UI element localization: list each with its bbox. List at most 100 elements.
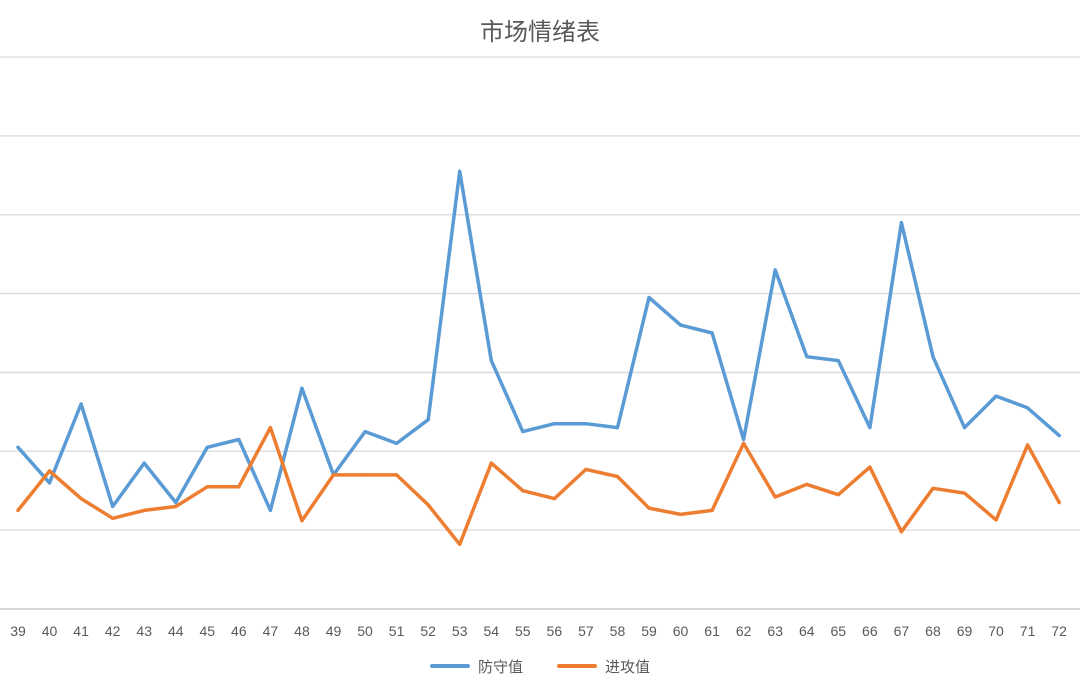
data-point xyxy=(205,485,209,489)
series-lines xyxy=(16,169,1061,547)
data-point xyxy=(868,426,872,430)
data-point xyxy=(742,437,746,442)
x-tick-label: 54 xyxy=(483,623,499,639)
data-point xyxy=(1057,500,1061,505)
data-point xyxy=(647,295,651,300)
data-point xyxy=(174,504,178,509)
data-point xyxy=(868,465,872,469)
x-tick-label: 52 xyxy=(420,623,436,639)
data-point xyxy=(1057,433,1061,438)
data-point xyxy=(16,445,20,449)
data-point xyxy=(426,503,430,507)
data-point xyxy=(1026,406,1030,410)
data-point xyxy=(899,530,904,534)
data-point xyxy=(710,508,714,513)
data-point xyxy=(615,426,620,430)
x-tick-label: 56 xyxy=(547,623,563,639)
x-tick-label: 53 xyxy=(452,623,468,639)
data-point xyxy=(142,461,146,465)
x-tick-label: 57 xyxy=(578,623,594,639)
x-tick-label: 39 xyxy=(10,623,26,639)
data-point xyxy=(111,516,115,520)
series-line-2 xyxy=(16,425,1061,547)
data-point xyxy=(489,461,493,465)
x-tick-label: 42 xyxy=(105,623,121,639)
data-point xyxy=(268,426,272,430)
data-point xyxy=(205,445,209,449)
data-point xyxy=(994,394,998,398)
data-point xyxy=(647,506,651,510)
data-point xyxy=(237,485,241,489)
legend-label: 进攻值 xyxy=(605,657,651,676)
x-tick-label: 47 xyxy=(263,623,279,639)
data-point xyxy=(174,500,178,505)
data-point xyxy=(521,429,525,434)
data-point xyxy=(899,221,904,225)
data-point xyxy=(1026,443,1030,447)
chart-title: 市场情绪表 xyxy=(480,18,600,46)
data-point xyxy=(395,473,399,477)
x-tick-label: 66 xyxy=(862,623,878,639)
data-point xyxy=(994,518,998,522)
x-tick-label: 51 xyxy=(389,623,405,639)
x-tick-label: 41 xyxy=(73,623,89,639)
legend-swatch xyxy=(429,664,470,668)
data-point xyxy=(836,359,840,363)
data-point xyxy=(521,489,525,493)
data-point xyxy=(16,508,20,513)
data-point xyxy=(300,386,304,390)
x-tick-label: 65 xyxy=(831,623,847,639)
data-point xyxy=(237,437,241,442)
x-tick-label: 55 xyxy=(515,623,531,639)
x-tick-label: 72 xyxy=(1051,623,1067,639)
x-tick-label: 68 xyxy=(925,623,941,639)
data-point xyxy=(805,482,809,487)
data-point xyxy=(836,493,840,497)
data-point xyxy=(363,473,367,477)
x-tick-label: 64 xyxy=(799,623,815,639)
data-point xyxy=(773,495,777,499)
data-point xyxy=(805,355,809,359)
data-point xyxy=(331,473,336,477)
x-tick-label: 43 xyxy=(136,623,152,639)
data-point xyxy=(678,323,683,327)
x-tick-label: 60 xyxy=(673,623,689,639)
x-tick-label: 50 xyxy=(357,623,373,639)
data-point xyxy=(47,469,52,473)
series-line-1 xyxy=(16,169,1061,513)
data-point xyxy=(363,429,367,434)
x-tick-label: 48 xyxy=(294,623,310,639)
x-tick-label: 61 xyxy=(704,623,720,639)
legend-item-2: 进攻值 xyxy=(557,656,650,677)
data-point xyxy=(615,474,620,479)
gridlines xyxy=(0,56,1080,610)
data-point xyxy=(962,491,967,495)
data-point xyxy=(742,441,746,445)
x-tick-label: 40 xyxy=(42,623,58,639)
data-point xyxy=(268,508,272,513)
data-point xyxy=(142,508,146,513)
data-point xyxy=(300,519,304,523)
x-axis-ticks: 39 40 41 42 43 44 45 46 47 48 49 50 51 52 53 54 55 56 57 58… xyxy=(10,623,1067,639)
data-point xyxy=(678,512,683,516)
data-point xyxy=(931,355,935,359)
x-tick-label: 70 xyxy=(988,623,1004,639)
x-tick-label: 63 xyxy=(767,623,783,639)
data-point xyxy=(962,426,967,430)
data-point xyxy=(552,497,556,501)
x-tick-label: 46 xyxy=(231,623,247,639)
data-point xyxy=(79,402,83,406)
x-tick-label: 58 xyxy=(610,623,626,639)
data-point xyxy=(458,542,462,546)
x-tick-label: 69 xyxy=(957,623,973,639)
x-tick-label: 59 xyxy=(641,623,657,639)
data-point xyxy=(426,418,430,422)
x-tick-label: 71 xyxy=(1020,623,1036,639)
x-tick-label: 67 xyxy=(894,623,910,639)
data-point xyxy=(79,497,83,501)
x-tick-label: 45 xyxy=(200,623,216,639)
data-point xyxy=(584,467,588,472)
data-point xyxy=(47,481,52,485)
